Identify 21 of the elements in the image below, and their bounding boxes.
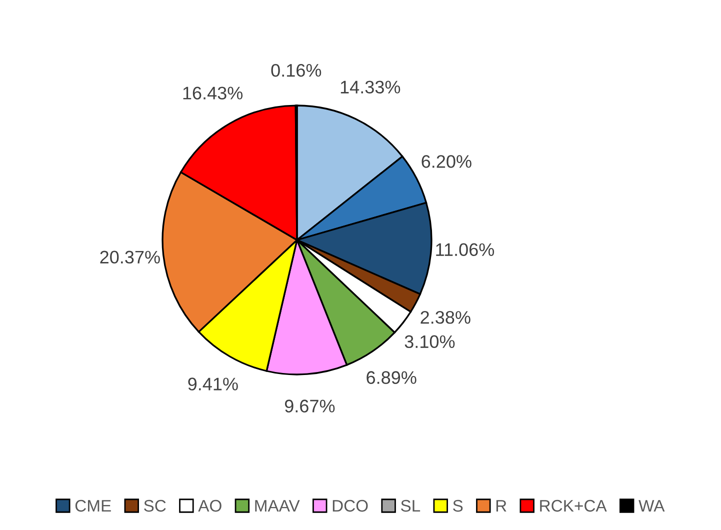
data-label: 3.10% <box>404 335 455 348</box>
data-label: 11.06% <box>436 243 494 256</box>
legend-label: MAAV <box>255 500 300 512</box>
data-label: 9.67% <box>284 400 335 412</box>
legend-label: SC <box>144 500 166 512</box>
data-label: 16.43% <box>183 86 243 100</box>
data-label: 9.41% <box>188 378 238 390</box>
legend-label: CME <box>75 500 111 512</box>
data-label: 6.20% <box>422 155 472 168</box>
legend-label: RCK+CA <box>540 500 607 512</box>
legend-label: AO <box>198 500 222 512</box>
legend-label: SL <box>400 500 420 512</box>
data-label: 6.89% <box>366 371 416 384</box>
data-label: 20.37% <box>100 250 160 264</box>
legend-label: R <box>496 500 506 512</box>
legend-label: S <box>453 500 463 512</box>
legend-label: DCO <box>332 500 368 512</box>
data-label: 14.33% <box>340 80 400 94</box>
data-label: 2.38% <box>420 311 470 324</box>
data-label: 0.16% <box>271 64 322 77</box>
legend-label: WA <box>638 500 665 512</box>
